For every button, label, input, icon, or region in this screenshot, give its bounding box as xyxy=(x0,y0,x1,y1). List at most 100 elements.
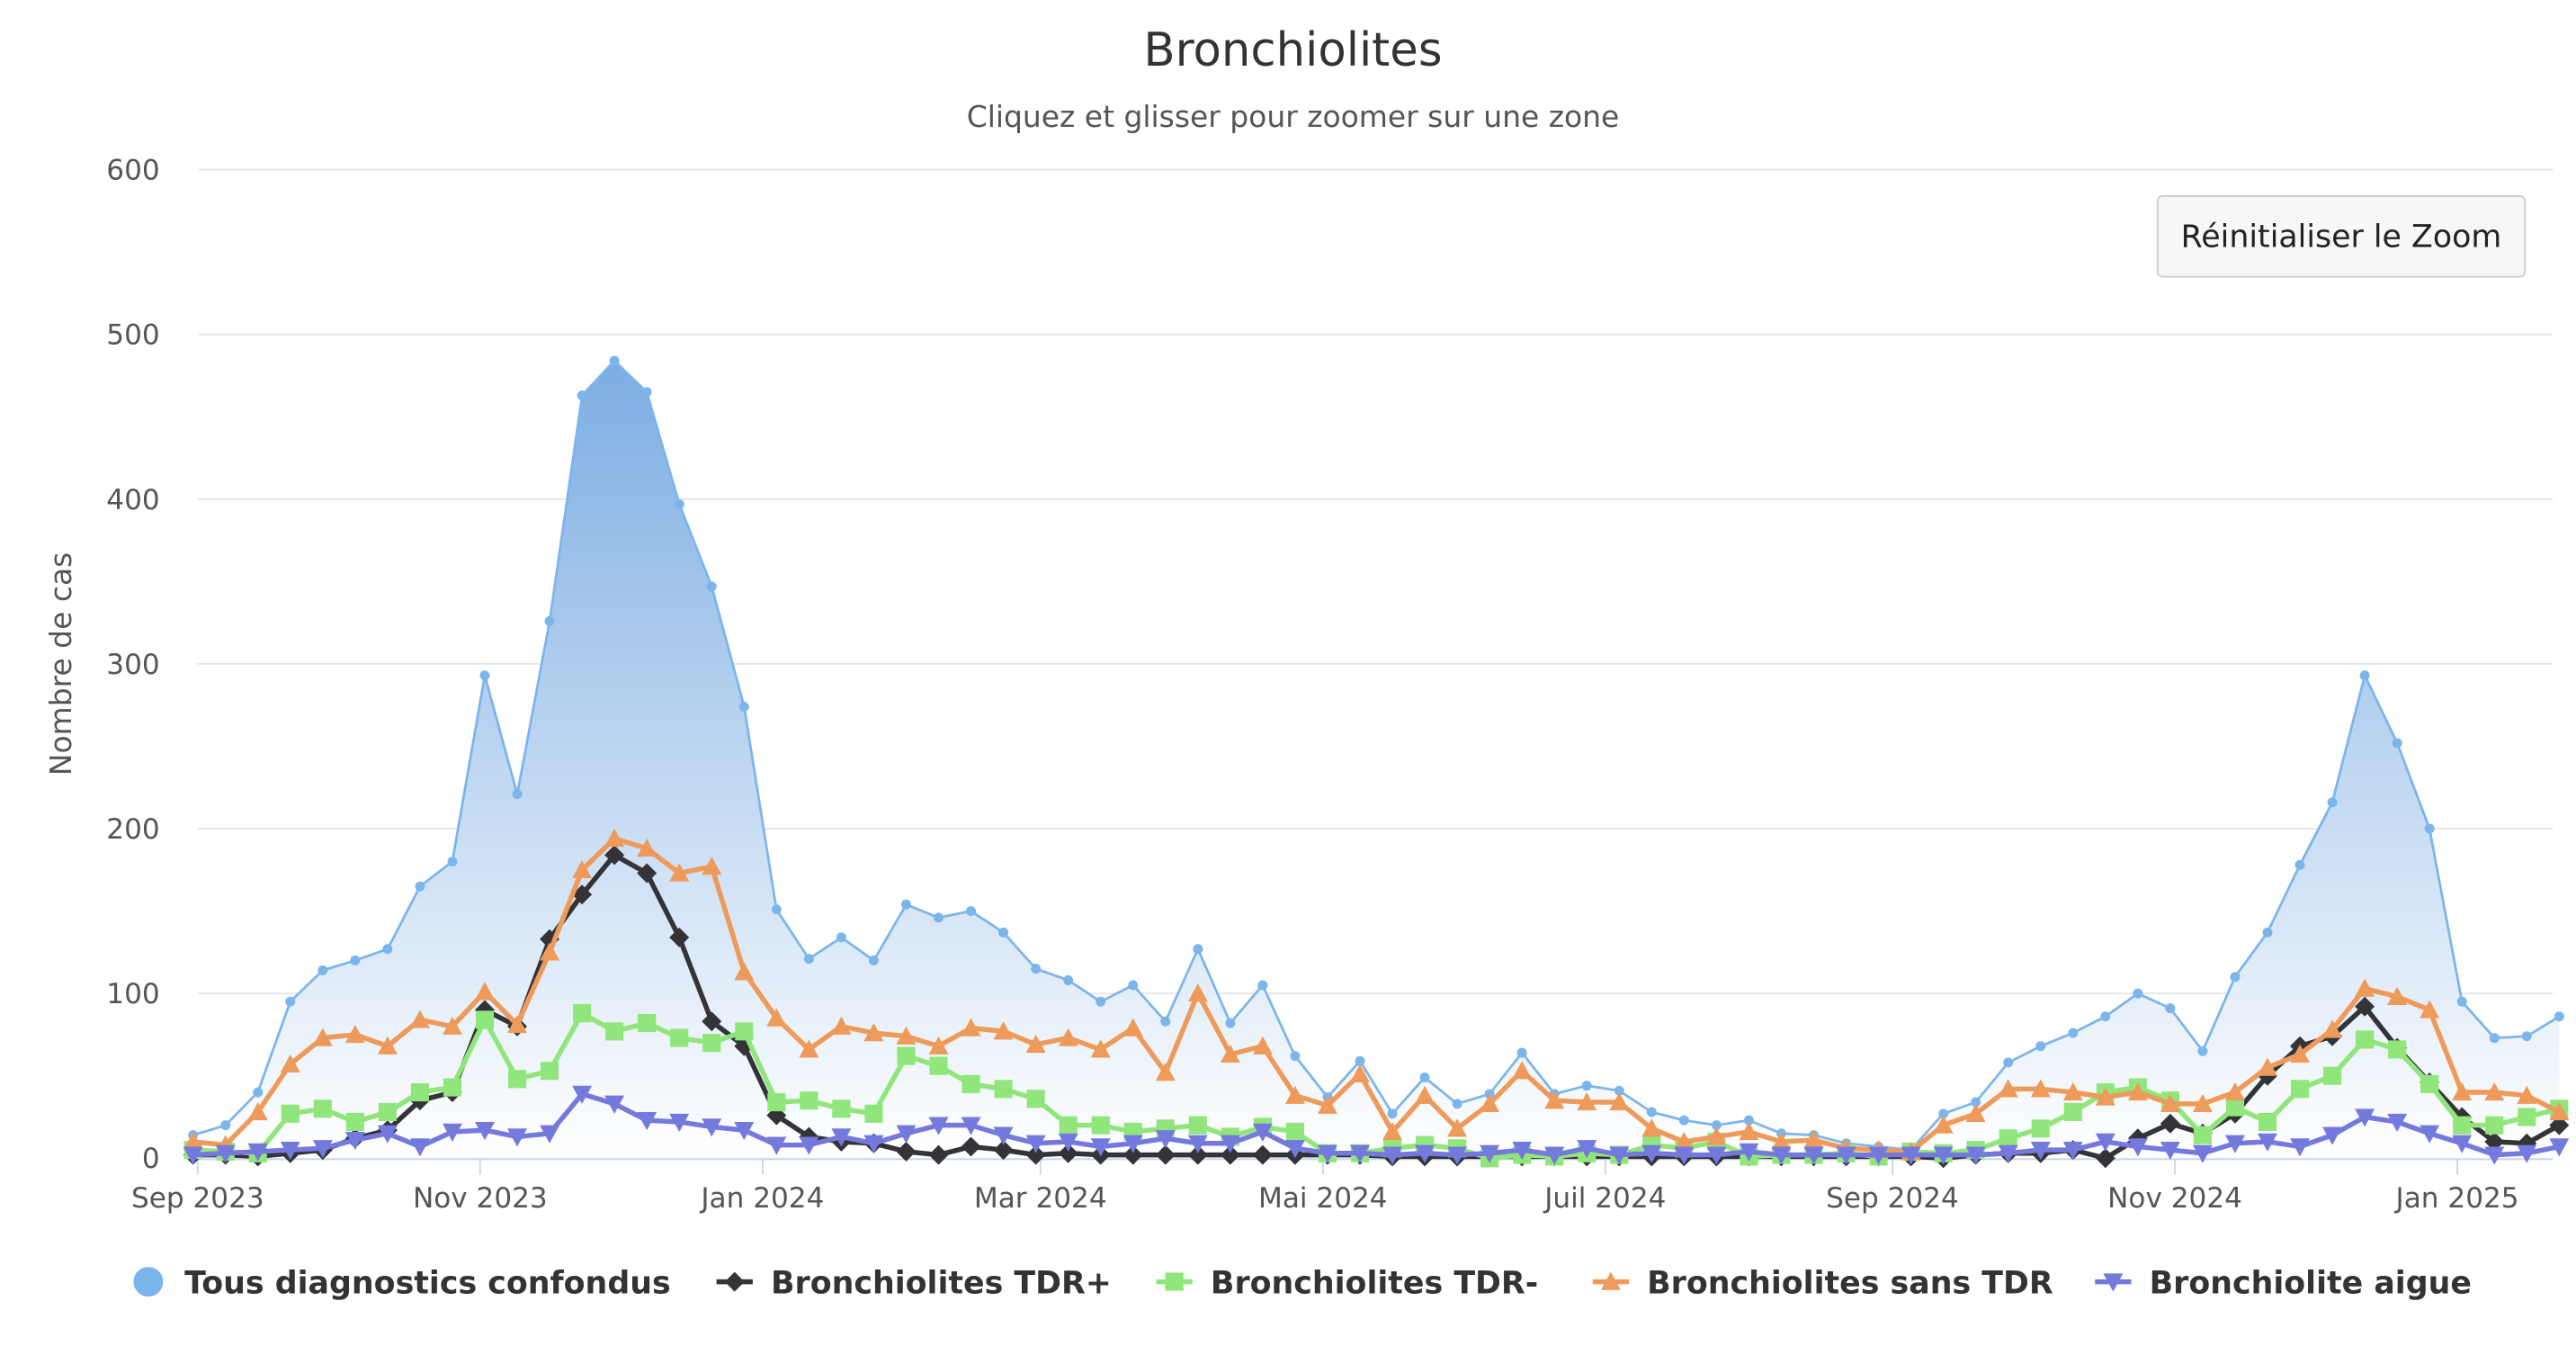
data-point[interactable] xyxy=(734,962,755,981)
data-point[interactable] xyxy=(934,912,944,923)
data-point[interactable] xyxy=(2095,1133,2115,1152)
data-point[interactable] xyxy=(2484,1146,2505,1165)
data-point[interactable] xyxy=(572,859,593,878)
data-point[interactable] xyxy=(637,863,657,884)
data-point[interactable] xyxy=(350,956,361,966)
data-point[interactable] xyxy=(803,954,814,965)
data-point[interactable] xyxy=(2521,1031,2532,1042)
data-point[interactable] xyxy=(1091,1116,1110,1135)
data-point[interactable] xyxy=(1187,1135,1208,1153)
data-point[interactable] xyxy=(1803,1146,1824,1165)
data-point[interactable] xyxy=(512,789,523,800)
data-point[interactable] xyxy=(312,1140,333,1159)
data-point[interactable] xyxy=(1025,1034,1046,1054)
data-point[interactable] xyxy=(2031,1119,2050,1138)
data-point[interactable] xyxy=(2192,1093,2213,1112)
data-point[interactable] xyxy=(1674,1146,1695,1165)
data-point[interactable] xyxy=(1674,1131,1695,1151)
data-point[interactable] xyxy=(766,1136,787,1155)
data-point[interactable] xyxy=(863,1135,884,1153)
data-point[interactable] xyxy=(1317,1095,1337,1114)
data-point[interactable] xyxy=(572,1085,593,1104)
data-point[interactable] xyxy=(1516,1047,1527,1058)
data-point[interactable] xyxy=(183,1146,203,1165)
data-point[interactable] xyxy=(1155,1063,1176,1081)
data-point[interactable] xyxy=(2230,972,2241,983)
data-point[interactable] xyxy=(2030,1079,2051,1098)
data-point[interactable] xyxy=(1031,964,1042,974)
data-point[interactable] xyxy=(2420,1074,2439,1093)
data-point[interactable] xyxy=(280,1141,300,1161)
data-point[interactable] xyxy=(2419,1125,2440,1144)
data-point[interactable] xyxy=(285,996,296,1007)
data-point[interactable] xyxy=(993,1140,1014,1161)
data-point[interactable] xyxy=(377,1036,398,1054)
data-point[interactable] xyxy=(1128,980,1139,991)
data-point[interactable] xyxy=(247,1143,268,1162)
data-point[interactable] xyxy=(2197,1045,2208,1056)
data-point[interactable] xyxy=(706,581,717,592)
data-point[interactable] xyxy=(638,1014,657,1033)
data-point[interactable] xyxy=(1058,1027,1078,1046)
plot-area[interactable] xyxy=(183,355,2570,1169)
data-point[interactable] xyxy=(966,906,977,917)
data-point[interactable] xyxy=(1349,1144,1370,1163)
data-point[interactable] xyxy=(702,857,722,875)
data-point[interactable] xyxy=(1452,1099,1462,1109)
data-point[interactable] xyxy=(1998,1144,2018,1163)
data-point[interactable] xyxy=(2068,1027,2079,1038)
data-point[interactable] xyxy=(1349,1063,1370,1083)
data-point[interactable] xyxy=(2258,1112,2277,1132)
data-point[interactable] xyxy=(2355,1108,2375,1127)
data-point[interactable] xyxy=(1512,1061,1533,1080)
data-point[interactable] xyxy=(1382,1146,1403,1165)
data-point[interactable] xyxy=(1771,1146,1792,1165)
data-point[interactable] xyxy=(836,932,846,943)
data-point[interactable] xyxy=(1739,1143,1759,1162)
data-point[interactable] xyxy=(2035,1041,2046,1052)
data-point[interactable] xyxy=(2095,1148,2115,1169)
data-point[interactable] xyxy=(1771,1131,1792,1151)
data-point[interactable] xyxy=(1646,1107,1657,1117)
data-point[interactable] xyxy=(2262,927,2273,938)
data-point[interactable] xyxy=(831,1128,852,1147)
data-point[interactable] xyxy=(2062,1082,2083,1101)
data-point[interactable] xyxy=(897,1046,916,1065)
data-point[interactable] xyxy=(961,1018,981,1036)
series-tous-diagnostics-confondus[interactable] xyxy=(188,355,2564,1159)
data-point[interactable] xyxy=(1480,1144,1500,1163)
data-point[interactable] xyxy=(544,615,555,626)
data-point[interactable] xyxy=(2294,859,2305,870)
data-point[interactable] xyxy=(1803,1130,1824,1149)
data-point[interactable] xyxy=(1026,1090,1045,1108)
data-point[interactable] xyxy=(479,670,490,681)
data-point[interactable] xyxy=(572,884,593,905)
data-point[interactable] xyxy=(1025,1144,1046,1165)
data-point[interactable] xyxy=(604,1095,625,1114)
data-point[interactable] xyxy=(1933,1115,1954,1134)
data-point[interactable] xyxy=(475,1010,495,1029)
data-point[interactable] xyxy=(641,387,652,398)
data-point[interactable] xyxy=(2165,1003,2176,1014)
data-point[interactable] xyxy=(1096,996,1106,1007)
data-point[interactable] xyxy=(702,1118,722,1137)
data-point[interactable] xyxy=(442,1016,462,1035)
data-point[interactable] xyxy=(2160,1113,2180,1134)
data-point[interactable] xyxy=(1678,1115,1689,1126)
data-point[interactable] xyxy=(1938,1108,1949,1119)
data-point[interactable] xyxy=(183,1131,203,1151)
data-point[interactable] xyxy=(702,1011,722,1032)
data-point[interactable] xyxy=(2160,1141,2180,1161)
data-point[interactable] xyxy=(1188,1116,1207,1135)
data-point[interactable] xyxy=(670,1028,689,1047)
data-point[interactable] xyxy=(1544,1146,1565,1165)
legend-item[interactable]: Bronchiolite aigue xyxy=(2095,1265,2472,1301)
data-point[interactable] xyxy=(215,1144,236,1163)
data-point[interactable] xyxy=(1382,1121,1403,1141)
data-point[interactable] xyxy=(2484,1082,2505,1101)
data-point[interactable] xyxy=(674,498,684,509)
data-point[interactable] xyxy=(2127,1082,2148,1101)
data-point[interactable] xyxy=(2355,996,2375,1017)
data-point[interactable] xyxy=(2387,986,2408,1005)
